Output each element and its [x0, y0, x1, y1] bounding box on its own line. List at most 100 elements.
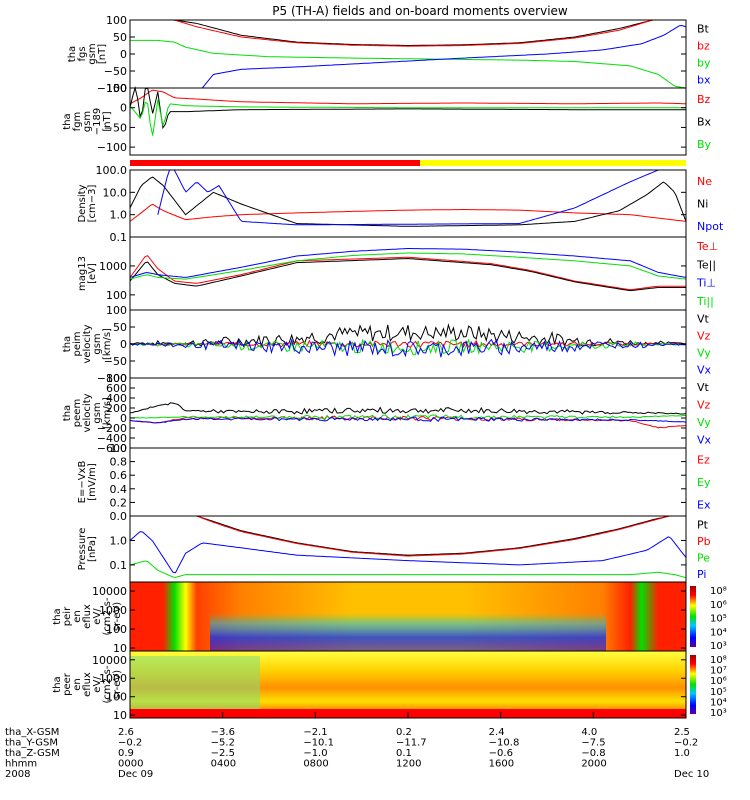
series-2-Npot	[157, 169, 675, 226]
legend-7-Pt: Pt	[697, 518, 709, 531]
series-7-Pe	[129, 560, 687, 579]
xaxis-value: −10.8	[489, 738, 520, 749]
ytick-label: 10	[113, 709, 127, 722]
colorbar-label: 10⁴	[710, 627, 727, 638]
legend-7-Pb: Pb	[697, 535, 711, 548]
legend-3-Ti⊥: Ti⊥	[696, 277, 716, 290]
legend-3-Te||: Te||	[696, 258, 716, 271]
ytick-label: −50	[104, 65, 127, 78]
colorbar-label: 10⁶	[710, 676, 727, 687]
ytick-label: 50	[113, 31, 127, 44]
ylabel-7: Pressure[nPa]	[77, 528, 98, 571]
xaxis-row-label: hhmm	[5, 759, 37, 770]
colorbar-label: 10⁸	[710, 655, 727, 666]
xaxis-value: −0.6	[489, 748, 513, 759]
ylabel-line: eV/	[92, 608, 103, 625]
xaxis-value: 1200	[396, 759, 421, 770]
ylabel-line: gsm	[87, 43, 98, 64]
ytick-label: 600	[106, 382, 127, 395]
ylabel-line: (cm2-s-	[102, 665, 113, 703]
legend-5-Vy: Vy	[697, 416, 711, 429]
ytick-label: 1.0	[110, 534, 128, 547]
panel-frame-5	[129, 377, 687, 449]
ylabel-5: thapeemvelocitygsm[km/s]	[62, 393, 113, 432]
figure-title: P5 (TH-A) fields and on-board moments ov…	[272, 4, 568, 18]
ytick-label: 100	[106, 289, 127, 302]
xaxis-row-label: tha_Y-GSM	[5, 738, 58, 749]
ylabel-line: gsm	[92, 333, 103, 354]
ytick-label: −100	[97, 82, 127, 95]
legend-5-Vz: Vz	[697, 398, 711, 411]
ytick-label: 100	[106, 691, 127, 704]
ylabel-line: gsm	[82, 111, 93, 132]
ylabel-line: [eV]	[87, 263, 98, 284]
ylabel-line: [km/s]	[102, 328, 113, 360]
xaxis-row-label: 2008	[5, 769, 30, 780]
ytick-label: 0.1	[110, 559, 128, 572]
xaxis-value: 2.4	[489, 727, 505, 738]
ylabel-0: thafgsgsm[nT]	[67, 43, 108, 64]
ylabel-line: −189	[92, 108, 103, 135]
ytick-label: 0	[120, 412, 127, 425]
legend-6-Ex: Ex	[697, 499, 711, 512]
legend-4-Vx: Vx	[697, 364, 712, 377]
xaxis-value: 2000	[581, 759, 606, 770]
ylabel-line: sr-eV)	[112, 670, 123, 699]
ylabel-3: mag13[eV]	[77, 256, 98, 291]
xaxis-value: 1.0	[674, 748, 690, 759]
ytick-label: −50	[104, 121, 127, 134]
xaxis-value: 0400	[211, 759, 236, 770]
series-7-Pt	[196, 515, 670, 556]
legend-4-Vz: Vz	[697, 330, 711, 343]
series-4-Vt	[129, 323, 687, 348]
ylabel-line: eflux	[82, 672, 93, 697]
ylabel-line: mag13	[77, 256, 88, 291]
panel-frame-6	[129, 447, 687, 517]
legend-0-bz: bz	[697, 40, 710, 53]
ytick-label: 0	[120, 48, 127, 61]
xaxis-value: −11.7	[396, 738, 427, 749]
ylabel-line: peim	[72, 331, 83, 356]
ytick-label: 50	[113, 321, 127, 334]
xaxis-value: Dec 09	[118, 769, 153, 780]
xaxis-value: 0.1	[396, 748, 412, 759]
series-5-Vt	[129, 402, 687, 415]
xaxis-value: −2.5	[211, 748, 235, 759]
ytick-label: 0	[120, 338, 127, 351]
ylabel-6: E=−VxB[mV/m]	[77, 461, 98, 504]
legend-1-Bx: Bx	[697, 116, 712, 129]
ytick-label: 0.0	[110, 510, 128, 523]
ylabel-9: thapeerenefluxeV/(cm2-s-sr-eV)	[52, 665, 123, 703]
series-1-Bz	[129, 89, 687, 105]
ylabel-line: peer	[62, 672, 73, 696]
ytick-label: 10000	[92, 585, 127, 598]
colorbar-label: 10⁸	[710, 586, 727, 597]
ylabel-line: E=−VxB	[77, 461, 88, 504]
ytick-label: 800	[106, 372, 127, 385]
legend-2-Ni: Ni	[697, 198, 708, 211]
colorbar-label: 10³	[710, 641, 727, 652]
colorbar-label: 10⁵	[710, 687, 727, 698]
ylabel-line: Density	[77, 184, 88, 222]
xaxis-value: 2.6	[118, 727, 134, 738]
legend-3-Ti||: Ti||	[696, 295, 714, 308]
xaxis-value: −7.5	[581, 738, 605, 749]
ylabel-line: eV/	[92, 676, 103, 693]
series-3-Ti||	[129, 252, 687, 280]
xaxis-value: −0.8	[581, 748, 605, 759]
ytick-label: 100.0	[96, 164, 128, 177]
xaxis-value: 0.2	[396, 727, 412, 738]
ylabel-line: [nT]	[97, 44, 108, 64]
panel-frame-3	[129, 236, 687, 311]
legend-0-bx: bx	[697, 74, 711, 87]
ytick-label: 1000	[99, 672, 127, 685]
xaxis-value: −5.2	[211, 738, 235, 749]
legend-1-By: By	[697, 138, 712, 151]
ylabel-line: gsm	[92, 402, 103, 423]
ytick-label: 100	[106, 304, 127, 317]
legend-2-Ne: Ne	[697, 175, 712, 188]
ylabel-line: velocity	[82, 324, 93, 363]
ytick-label: 1.0	[110, 442, 128, 455]
coverage-bar-yellow	[420, 160, 686, 166]
